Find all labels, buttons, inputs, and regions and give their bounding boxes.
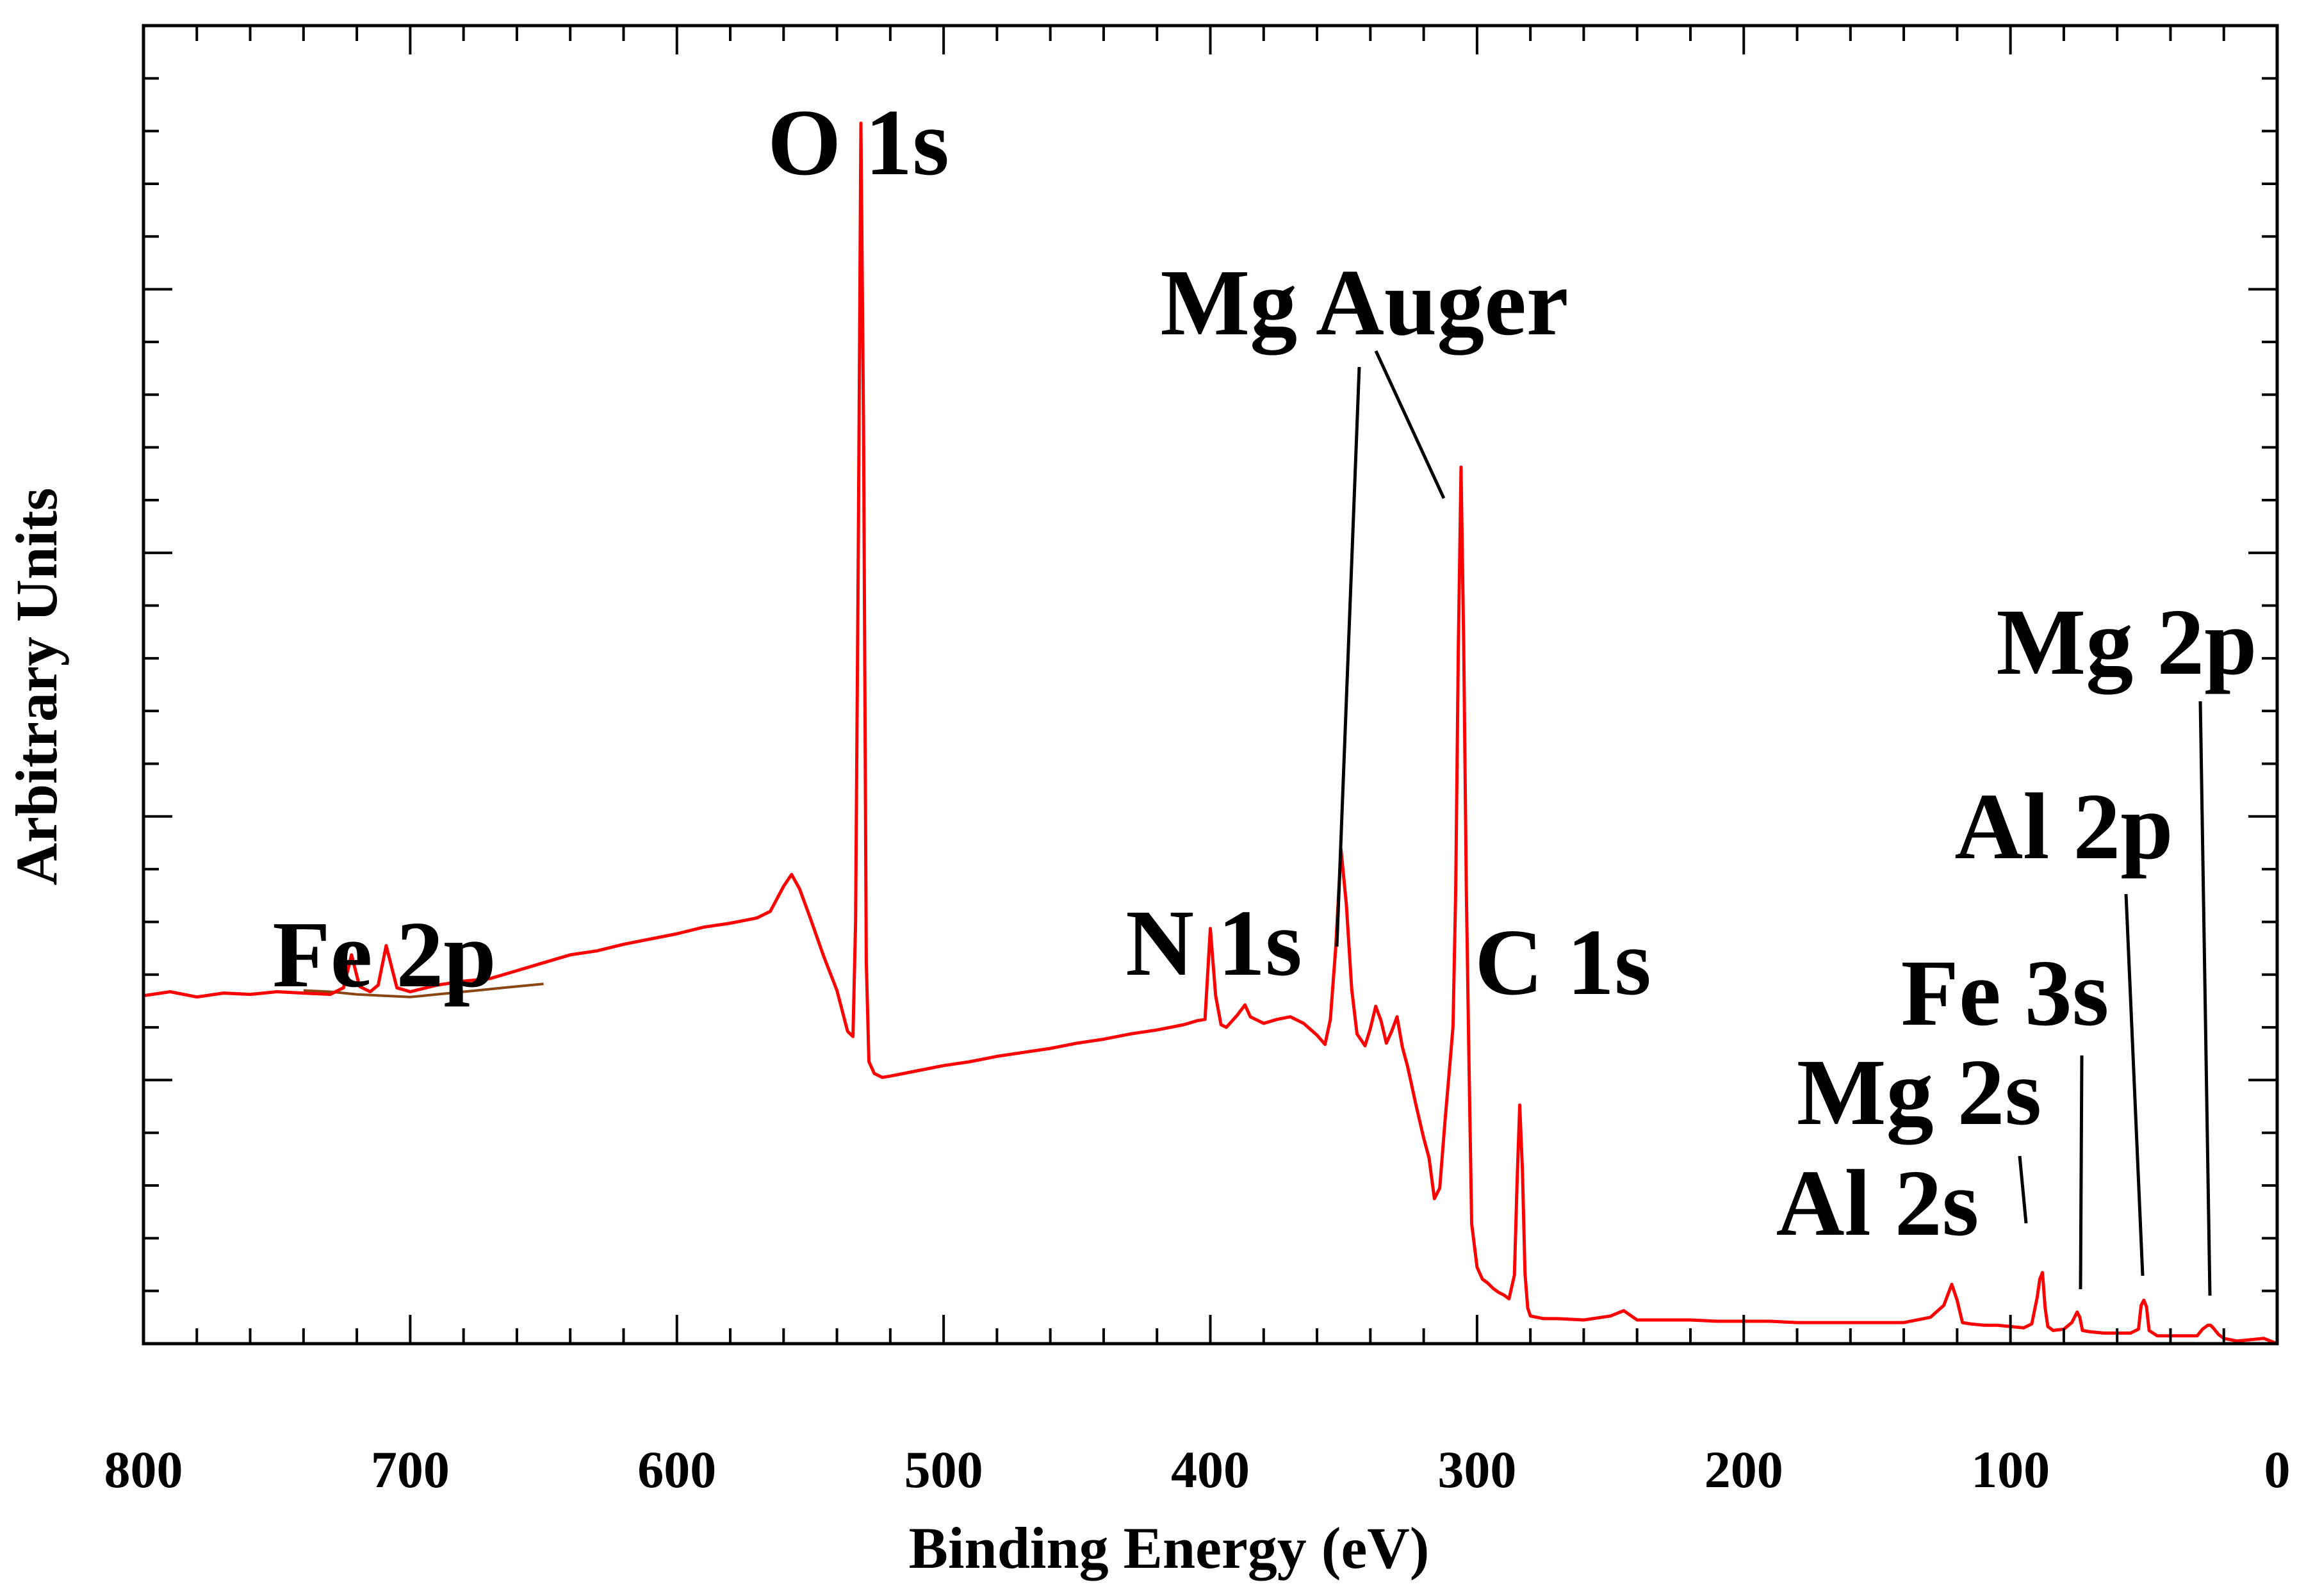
annotation-leader-line [2079,1055,2084,1290]
x-axis-title: Binding Energy (eV) [909,1515,1430,1581]
series-line-background [303,982,544,998]
x-tick-label: 700 [371,1440,450,1499]
x-tick-label: 600 [637,1440,716,1499]
annotation-leader-line [2198,701,2212,1296]
annotation-leader-line [2018,1155,2028,1224]
x-tick-labels: 800 700 600 500 400 300 200 100 0 [104,1440,2291,1499]
y-axis-title: Arbitrary Units [4,488,69,886]
peak-label-al-2p: Al 2p [1954,774,2173,879]
peak-label-al-2s: Al 2s [1776,1151,1979,1256]
peak-label-fe-3s: Fe 3s [1901,941,2109,1046]
spectrum-layer [143,121,2278,1346]
peak-label-c-1s: C 1s [1475,910,1651,1015]
x-tick-label: 0 [2264,1440,2291,1499]
x-tick-label: 400 [1171,1440,1250,1499]
annotation-leader-line [1374,350,1446,500]
series-line-spectrum [143,121,2278,1346]
peak-label-o-1s: O 1s [767,90,949,195]
peak-label-mg-2p: Mg 2p [1997,590,2257,695]
x-tick-label: 100 [1971,1440,2050,1499]
annotation-leader-line [2124,893,2145,1276]
axis-ticks [142,24,2278,1345]
peak-label-mg-2s: Mg 2s [1797,1040,2041,1145]
x-tick-label: 800 [104,1440,183,1499]
peak-label-mg-auger: Mg Auger [1160,250,1568,355]
x-tick-label: 300 [1437,1440,1516,1499]
x-tick-label: 200 [1705,1440,1783,1499]
plot-frame [142,24,2279,1346]
annotation-leader-line [1335,366,1361,947]
annotation-leaders [1335,350,2212,1296]
x-tick-label: 500 [904,1440,983,1499]
peak-label-n-1s: N 1s [1125,891,1302,996]
peak-label-fe-2p: Fe 2p [272,902,496,1007]
